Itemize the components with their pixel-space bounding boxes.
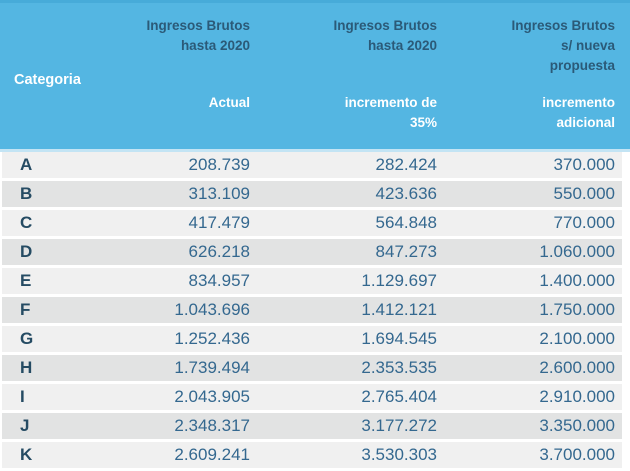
actual-group-line1: Ingresos Brutos — [146, 18, 250, 33]
incremento35-group-label: Ingresos Brutos hasta 2020 — [250, 16, 437, 56]
row-adicional-value: 370.000 — [553, 155, 615, 174]
adicional-group-line1: Ingresos Brutos — [511, 18, 615, 33]
header-cell-incremento35: Ingresos Brutos hasta 2020 incremento de… — [250, 0, 437, 149]
row-category: A — [20, 155, 33, 174]
table-header: Categoria Ingresos Brutos hasta 2020 Act… — [0, 0, 630, 152]
row-actual-value: 1.252.436 — [174, 329, 250, 348]
row-category: D — [20, 242, 33, 261]
row-incremento35-value: 847.273 — [375, 242, 437, 261]
row-incremento35-value: 2.353.535 — [361, 358, 437, 377]
row-incremento35-value: 3.177.272 — [361, 416, 437, 435]
categoria-label: Categoria — [14, 71, 81, 88]
row-adicional-value: 550.000 — [553, 184, 615, 203]
incremento35-group-line1: Ingresos Brutos — [333, 18, 437, 33]
row-actual-value: 417.479 — [188, 213, 250, 232]
row-actual-value: 313.109 — [188, 184, 250, 203]
adicional-sub-line1: incremento — [542, 95, 615, 110]
table-row: B 313.109 423.636 550.000 — [2, 181, 622, 207]
adicional-sub-line2: adicional — [556, 115, 615, 130]
row-adicional-value: 1.750.000 — [539, 300, 615, 319]
row-category: E — [20, 271, 32, 290]
row-adicional-value: 770.000 — [553, 213, 615, 232]
actual-group-line2: hasta 2020 — [180, 38, 250, 53]
table-row: E 834.957 1.129.697 1.400.000 — [2, 268, 622, 294]
table-row: C 417.479 564.848 770.000 — [2, 210, 622, 236]
row-category: B — [20, 184, 33, 203]
row-category: K — [20, 445, 33, 464]
adicional-group-line2: s/ nueva — [560, 38, 615, 53]
header-cell-categoria: Categoria — [14, 0, 120, 149]
row-incremento35-value: 3.530.303 — [361, 445, 437, 464]
table-row: F 1.043.696 1.412.121 1.750.000 — [2, 297, 622, 323]
row-actual-value: 1.739.494 — [174, 358, 250, 377]
table-row: K 2.609.241 3.530.303 3.700.000 — [2, 442, 622, 468]
row-incremento35-value: 564.848 — [375, 213, 437, 232]
row-adicional-value: 2.910.000 — [539, 387, 615, 406]
row-category: J — [20, 416, 30, 435]
row-adicional-value: 2.600.000 — [539, 358, 615, 377]
table-row: D 626.218 847.273 1.060.000 — [2, 239, 622, 265]
row-category: F — [20, 300, 31, 319]
table-row: I 2.043.905 2.765.404 2.910.000 — [2, 384, 622, 410]
row-category: H — [20, 358, 33, 377]
row-adicional-value: 2.100.000 — [539, 329, 615, 348]
header-cell-adicional: Ingresos Brutos s/ nueva propuesta incre… — [437, 0, 615, 149]
row-incremento35-value: 1.129.697 — [361, 271, 437, 290]
incremento35-sub-line1: incremento de — [344, 95, 437, 110]
table-row: H 1.739.494 2.353.535 2.600.000 — [2, 355, 622, 381]
row-adicional-value: 1.400.000 — [539, 271, 615, 290]
row-adicional-value: 3.350.000 — [539, 416, 615, 435]
row-actual-value: 1.043.696 — [174, 300, 250, 319]
actual-group-label: Ingresos Brutos hasta 2020 — [120, 16, 250, 56]
row-adicional-value: 1.060.000 — [539, 242, 615, 261]
row-incremento35-value: 1.412.121 — [361, 300, 437, 319]
incremento35-sub-label: incremento de 35% — [250, 93, 437, 133]
row-actual-value: 2.348.317 — [174, 416, 250, 435]
table-row: A 208.739 282.424 370.000 — [2, 152, 622, 178]
row-category: C — [20, 213, 33, 232]
adicional-group-label: Ingresos Brutos s/ nueva propuesta — [437, 16, 615, 76]
row-category: I — [20, 387, 25, 406]
row-actual-value: 626.218 — [188, 242, 250, 261]
table-body: A 208.739 282.424 370.000 B 313.109 423.… — [0, 152, 630, 468]
incremento35-sub-line2: 35% — [409, 115, 437, 130]
adicional-sub-label: incremento adicional — [437, 93, 615, 133]
row-category: G — [20, 329, 34, 348]
adicional-group-line3: propuesta — [549, 58, 615, 73]
row-adicional-value: 3.700.000 — [539, 445, 615, 464]
table-row: G 1.252.436 1.694.545 2.100.000 — [2, 326, 622, 352]
incremento35-group-line2: hasta 2020 — [367, 38, 437, 53]
table-row: J 2.348.317 3.177.272 3.350.000 — [2, 413, 622, 439]
row-incremento35-value: 1.694.545 — [361, 329, 437, 348]
actual-sub-label: Actual — [120, 93, 250, 133]
row-incremento35-value: 423.636 — [375, 184, 437, 203]
row-actual-value: 208.739 — [188, 155, 250, 174]
row-actual-value: 2.043.905 — [174, 387, 250, 406]
actual-sub-line1: Actual — [208, 95, 250, 110]
header-cell-actual: Ingresos Brutos hasta 2020 Actual — [120, 0, 250, 149]
row-actual-value: 834.957 — [188, 271, 250, 290]
row-actual-value: 2.609.241 — [174, 445, 250, 464]
row-incremento35-value: 2.765.404 — [361, 387, 437, 406]
row-incremento35-value: 282.424 — [375, 155, 437, 174]
